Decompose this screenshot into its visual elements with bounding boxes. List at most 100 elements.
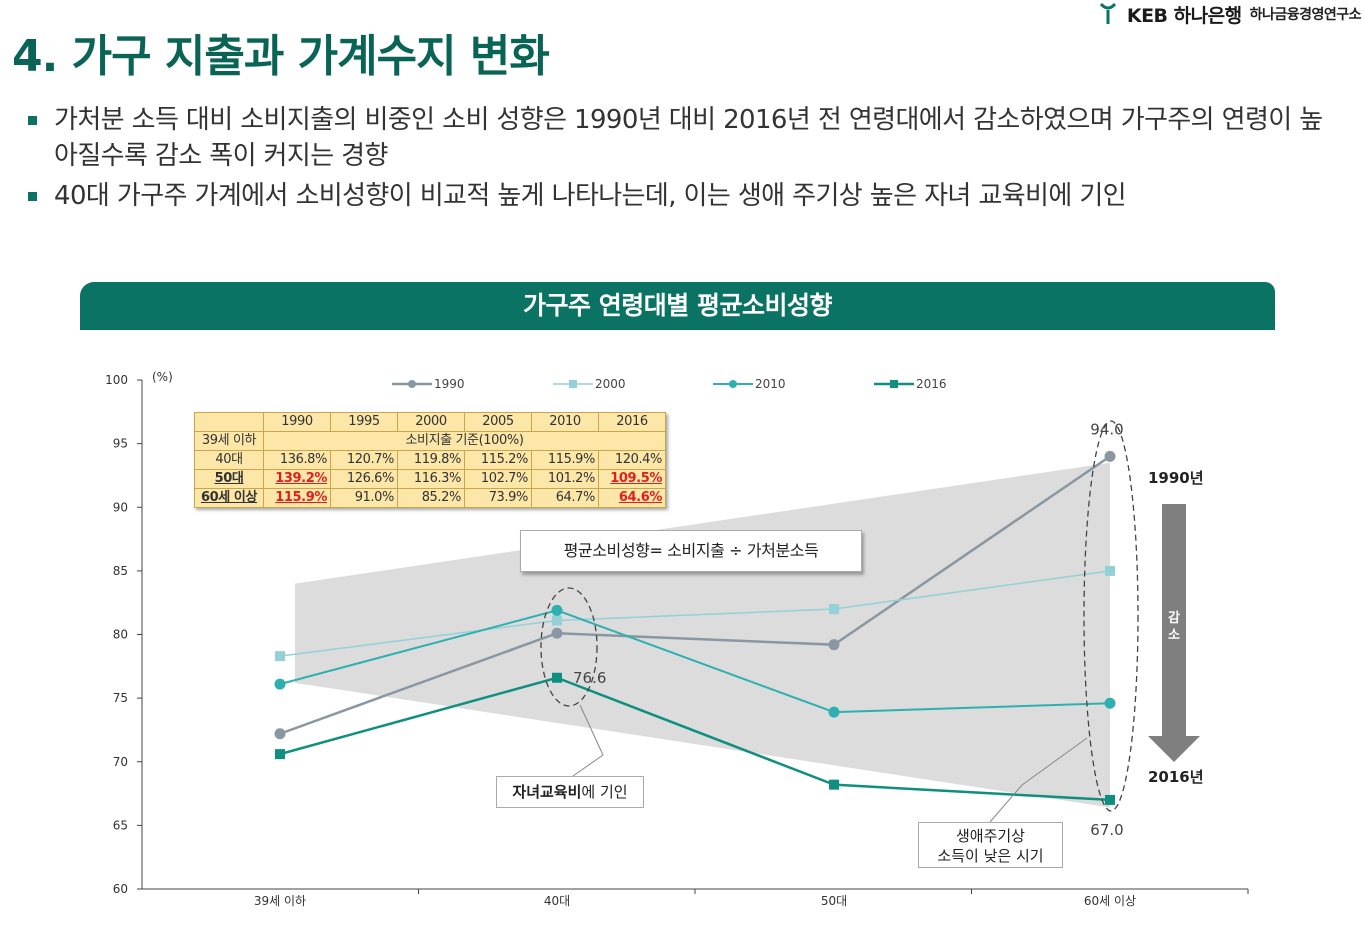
table-cell: 64.6% [598,488,666,508]
leader-line [989,737,1088,823]
y-tick-label: 70 [113,755,128,769]
data-point-1990 [1104,450,1116,462]
decrease-arrow-head [1148,736,1200,762]
table-header-row: 1990 1995 2000 2005 2010 2016 [194,412,666,432]
decrease-band [295,462,1110,808]
data-point-2000 [552,615,562,626]
data-point-2010 [551,604,563,616]
y-tick-label: 80 [113,628,128,642]
table-base-note: 소비지출 기준(100%) [263,431,666,451]
education-callout-bold: 자녀교육비 [512,783,582,801]
table-cell: 109.5% [598,469,666,489]
table-cell: 101.2% [531,469,599,489]
data-point-2000 [829,604,839,615]
decrease-arrow-shaft [1162,504,1186,736]
x-tick-label: 60세 이상 [1084,894,1136,908]
table-header-cell: 1990 [263,412,331,432]
table-cell: 120.7% [330,450,398,470]
lifecycle-line1: 생애주기상 [955,827,1025,845]
chart-title-banner: 가구주 연령대별 평균소비성향 [80,282,1275,330]
table-cell: 126.6% [330,469,398,489]
table-row: 60세 이상 115.9% 91.0% 85.2% 73.9% 64.7% 64… [194,488,666,508]
table-row-label: 39세 이하 [194,431,264,451]
table-header-cell: 2000 [397,412,465,432]
hana-logo-icon [1099,2,1116,24]
data-label: 76.6 [573,669,606,687]
legend-marker-2000 [569,380,577,388]
table-cell: 116.3% [397,469,465,489]
data-point-1990 [828,639,840,651]
table-header-cell: 2005 [464,412,532,432]
series-line-2010 [279,609,1111,714]
x-tick-label: 50대 [821,894,847,908]
table-header-cell: 2016 [598,412,666,432]
legend-label-2010: 2010 [755,377,786,391]
logo-sub-text: 하나금융경영연구소 [1249,7,1362,23]
decrease-arrow-label: 소 [1168,628,1180,643]
table-cell: 119.8% [397,450,465,470]
legend-label-1990: 1990 [434,377,465,391]
bullet-square-icon [28,116,37,125]
legend-marker-2010 [729,380,737,388]
consumption-ratio-table: 1990 1995 2000 2005 2010 2016 39세 이하 소비지… [194,412,666,508]
year-label-bottom: 2016년 [1148,768,1204,786]
table-row: 50대 139.2% 126.6% 116.3% 102.7% 101.2% 1… [194,469,666,489]
x-tick-label: 39세 이하 [254,894,306,908]
formula-box: 평균소비성향= 소비지출 ÷ 가처분소득 [520,530,862,572]
y-tick-label: 90 [113,500,128,514]
data-point-2016 [829,779,839,790]
y-tick-label: 100 [105,373,128,387]
series-line-2000 [279,570,1111,657]
data-label: 94.0 [1090,420,1123,438]
y-tick-label: 85 [113,564,128,578]
legend-marker-2016 [890,380,898,388]
table-cell: 120.4% [598,450,666,470]
y-tick-label: 60 [113,882,128,896]
y-axis-unit: (%) [152,370,173,384]
logo-main-text: KEB 하나은행 [1126,4,1242,27]
table-cell: 64.7% [531,488,599,508]
bullet-item: 40대 가구주 가계에서 소비성향이 비교적 높게 나타나는데, 이는 생애 주… [24,178,1344,214]
data-point-1990 [274,728,286,740]
education-callout-text: 에 기인 [581,783,628,801]
page-title: 4. 가구 지출과 가계수지 변화 [12,31,550,82]
bullet-square-icon [28,192,37,201]
table-header-cell: 2010 [531,412,599,432]
legend-label-2000: 2000 [595,377,626,391]
decrease-arrow-label: 감 [1168,611,1180,626]
table-cell: 91.0% [330,488,398,508]
data-point-2000 [1105,565,1115,576]
table-cell: 73.9% [464,488,532,508]
data-point-2016 [552,672,562,683]
table-cell: 102.7% [464,469,532,489]
table-row-label: 40대 [194,450,264,470]
lifecycle-line2: 소득이 낮은 시기 [937,847,1044,865]
highlight-ellipse-40s [540,587,598,707]
data-point-2010 [1104,697,1116,709]
data-point-2016 [275,749,285,760]
table-row-label: 50대 [194,469,264,489]
legend-marker-1990 [408,380,416,388]
y-tick-label: 65 [113,818,128,832]
highlight-ellipse-60s [1083,420,1139,812]
y-tick-label: 75 [113,691,128,705]
data-label: 67.0 [1090,821,1123,839]
year-label-top: 1990년 [1148,469,1204,487]
table-row: 40대 136.8% 120.7% 119.8% 115.2% 115.9% 1… [194,450,666,470]
table-header-cell: 1995 [330,412,398,432]
leader-line [572,704,604,777]
table-cell: 115.9% [531,450,599,470]
data-point-2000 [275,651,285,662]
bullet-list: 가처분 소득 대비 소비지출의 비중인 소비 성향은 1990년 대비 2016… [24,102,1344,218]
table-row: 39세 이하 소비지출 기준(100%) [194,431,666,451]
legend-label-2016: 2016 [916,377,947,391]
lifecycle-callout: 생애주기상 소득이 낮은 시기 [918,822,1063,868]
bullet-item: 가처분 소득 대비 소비지출의 비중인 소비 성향은 1990년 대비 2016… [24,102,1344,174]
x-tick-label: 40대 [544,894,570,908]
series-line-2016 [279,676,1111,802]
data-point-2010 [274,678,286,690]
table-cell: 85.2% [397,488,465,508]
data-point-2010 [828,706,840,718]
y-tick-label: 95 [113,437,128,451]
